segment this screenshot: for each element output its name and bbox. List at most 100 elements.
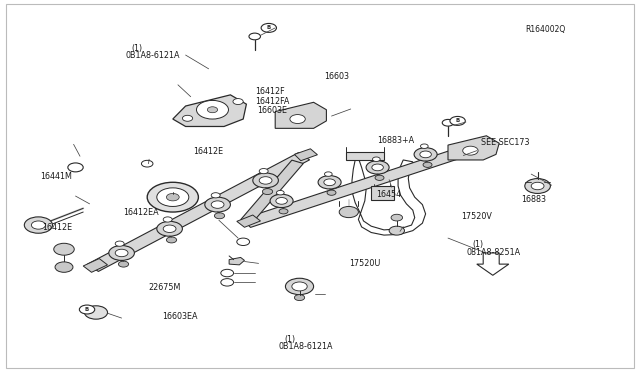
Circle shape: [253, 173, 278, 188]
Text: 22675M: 22675M: [148, 283, 181, 292]
Circle shape: [55, 262, 73, 272]
Circle shape: [279, 209, 288, 214]
Circle shape: [259, 177, 272, 184]
Text: (1): (1): [285, 335, 296, 344]
Polygon shape: [87, 153, 310, 272]
Circle shape: [372, 157, 380, 161]
Bar: [346, 152, 384, 160]
Circle shape: [214, 213, 225, 219]
Circle shape: [196, 100, 228, 119]
Circle shape: [221, 279, 234, 286]
Circle shape: [166, 237, 177, 243]
Circle shape: [221, 269, 234, 277]
Text: 16883: 16883: [522, 195, 547, 204]
Text: R164002Q: R164002Q: [525, 25, 565, 33]
Circle shape: [163, 217, 172, 222]
Circle shape: [259, 169, 268, 174]
Text: B: B: [456, 118, 460, 124]
Circle shape: [207, 107, 218, 113]
Circle shape: [147, 182, 198, 212]
Polygon shape: [237, 215, 260, 227]
Circle shape: [182, 115, 193, 121]
Circle shape: [318, 176, 341, 189]
Circle shape: [276, 198, 287, 204]
Polygon shape: [448, 136, 499, 160]
Text: (1): (1): [132, 44, 143, 53]
Circle shape: [420, 151, 431, 158]
Circle shape: [339, 206, 358, 218]
Text: B: B: [85, 307, 89, 312]
Circle shape: [442, 119, 454, 126]
Text: B: B: [267, 25, 271, 31]
Text: 16603EA: 16603EA: [163, 312, 198, 321]
Text: 17520U: 17520U: [349, 259, 381, 268]
Circle shape: [157, 221, 182, 236]
Circle shape: [525, 179, 550, 193]
Circle shape: [420, 144, 428, 148]
Text: 16603E: 16603E: [257, 106, 287, 115]
Text: (1): (1): [472, 240, 483, 249]
Circle shape: [141, 160, 153, 167]
Text: 0B1A8-6121A: 0B1A8-6121A: [278, 342, 333, 351]
Text: 16883+A: 16883+A: [378, 136, 415, 145]
Circle shape: [79, 305, 95, 314]
Circle shape: [205, 197, 230, 212]
Circle shape: [261, 23, 276, 32]
Circle shape: [324, 172, 332, 176]
Polygon shape: [294, 149, 317, 161]
Circle shape: [324, 179, 335, 186]
Circle shape: [31, 221, 45, 229]
Circle shape: [24, 217, 52, 233]
Circle shape: [423, 162, 432, 167]
Circle shape: [249, 33, 260, 40]
Circle shape: [109, 246, 134, 260]
Polygon shape: [452, 145, 475, 157]
Text: 17520V: 17520V: [461, 212, 492, 221]
Circle shape: [290, 115, 305, 124]
Text: 16412FA: 16412FA: [255, 97, 289, 106]
Circle shape: [391, 214, 403, 221]
Text: 16603: 16603: [324, 72, 349, 81]
Circle shape: [68, 163, 83, 172]
Circle shape: [233, 99, 243, 105]
Circle shape: [414, 148, 437, 161]
Text: 16412F: 16412F: [255, 87, 284, 96]
Circle shape: [285, 278, 314, 295]
Circle shape: [327, 190, 336, 195]
Circle shape: [262, 189, 273, 195]
Bar: [371, 186, 394, 200]
Polygon shape: [243, 148, 465, 227]
Circle shape: [118, 261, 129, 267]
PathPatch shape: [352, 158, 426, 235]
Circle shape: [463, 146, 478, 155]
Text: SEE SEC173: SEE SEC173: [481, 138, 530, 147]
Circle shape: [372, 164, 383, 171]
Polygon shape: [241, 160, 303, 223]
Text: 0B1A8-6121A: 0B1A8-6121A: [125, 51, 180, 60]
Circle shape: [157, 188, 189, 206]
Circle shape: [531, 182, 544, 190]
Circle shape: [163, 225, 176, 232]
Circle shape: [276, 190, 284, 195]
Text: 16412E: 16412E: [42, 223, 72, 232]
Circle shape: [294, 295, 305, 301]
Text: 16454: 16454: [376, 190, 401, 199]
Circle shape: [115, 249, 128, 257]
Polygon shape: [83, 259, 108, 272]
Circle shape: [270, 194, 293, 208]
Polygon shape: [275, 102, 326, 128]
Polygon shape: [229, 257, 244, 265]
Circle shape: [389, 226, 404, 235]
Circle shape: [54, 243, 74, 255]
Polygon shape: [173, 95, 246, 126]
Circle shape: [211, 201, 224, 208]
Text: 16412E: 16412E: [193, 147, 223, 156]
Circle shape: [237, 238, 250, 246]
Text: 16412EA: 16412EA: [123, 208, 159, 217]
Circle shape: [375, 175, 384, 180]
Circle shape: [211, 193, 220, 198]
Circle shape: [166, 193, 179, 201]
Circle shape: [115, 241, 124, 246]
Circle shape: [366, 161, 389, 174]
Circle shape: [450, 116, 465, 125]
